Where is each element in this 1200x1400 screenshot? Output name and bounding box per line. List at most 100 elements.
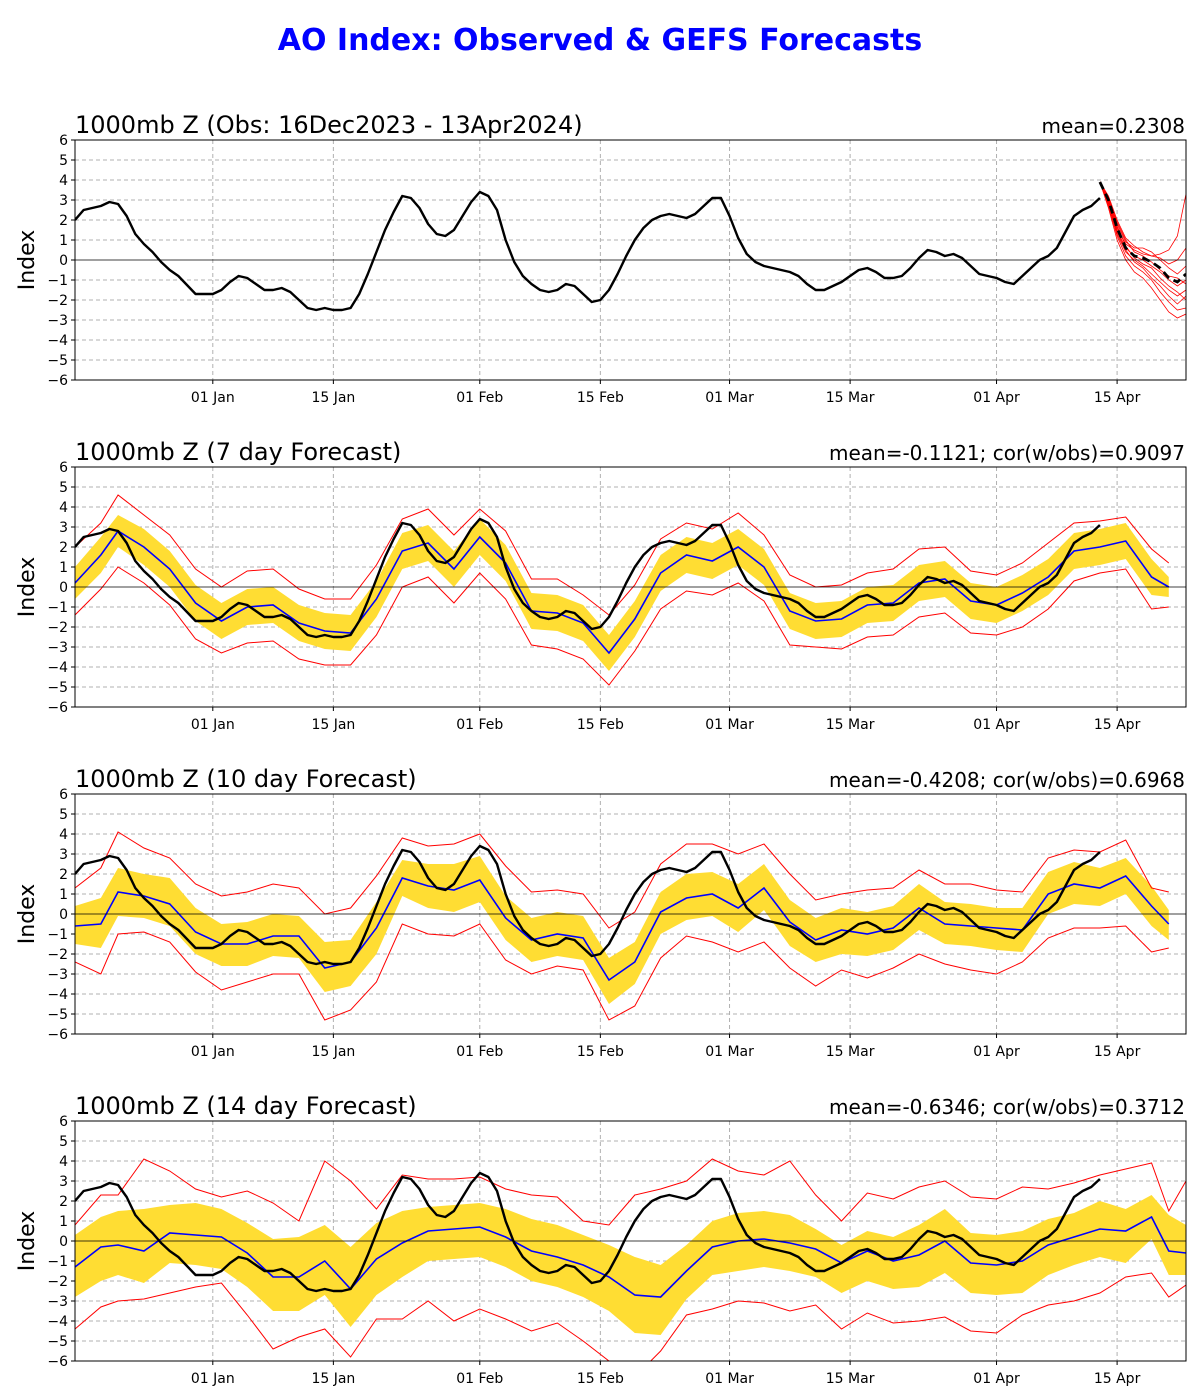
y-tick-label: 6 [59,1114,68,1130]
y-tick-label: −1 [47,273,68,289]
x-tick-label: 01 Feb [456,1371,503,1387]
y-tick-label: −2 [47,1274,68,1290]
y-axis-label: Index [15,1211,40,1272]
observed-line [75,1171,1101,1293]
x-tick-label: 01 Apr [973,717,1020,733]
panel-3: 6 5 4 3 2 1 0 −1 −2 −3 −4 −5 −6 01 Jan 15 Jan 01 Feb 15 … [15,765,1187,1060]
ensemble-member-line [1099,181,1186,301]
x-tick-label: 15 Mar [826,1371,875,1387]
x-tick-label: 15 Feb [577,1044,624,1060]
y-tick-label: −4 [47,333,68,349]
x-tick-label: 01 Apr [973,390,1020,406]
panel-stats: mean=-0.1121; cor(w/obs)=0.9097 [829,441,1185,465]
spread-band [75,515,1169,671]
range-upper-line [75,494,1170,616]
ensemble-mean-line [1098,181,1186,284]
x-tick-label: 01 Jan [191,1044,235,1060]
panel-4: 6 5 4 3 2 1 0 −1 −2 −3 −4 −5 −6 01 Jan 15 Jan 01 Feb 15 … [15,1092,1187,1387]
y-tick-label: 5 [59,807,68,823]
panels: 6 5 4 3 2 1 0 −1 −2 −3 −4 −5 −6 01 Jan 15 Jan 01 Feb 15 … [15,111,1187,1387]
x-tick-label: 15 Apr [1094,390,1141,406]
x-tick-label: 01 Jan [191,1371,235,1387]
y-tick-label: 5 [59,1134,68,1150]
y-tick-label: −2 [47,947,68,963]
y-tick-label: 1 [59,233,68,249]
x-tick-label: 15 Apr [1094,1044,1141,1060]
spread-band [75,856,1169,1004]
ensemble-member-line [1099,181,1186,297]
x-tick-label: 01 Mar [705,1044,754,1060]
x-tick-label: 15 Mar [826,1044,875,1060]
panel-stats: mean=-0.6346; cor(w/obs)=0.3712 [829,1095,1185,1119]
panel-stats: mean=0.2308 [1042,114,1185,138]
x-tick-label: 15 Feb [577,717,624,733]
y-tick-label: 3 [59,1174,68,1190]
x-tick-label: 01 Mar [705,717,754,733]
x-tick-label: 15 Jan [311,717,355,733]
x-tick-label: 15 Jan [311,1044,355,1060]
y-tick-label: 4 [59,1154,68,1170]
panel-2: 6 5 4 3 2 1 0 −1 −2 −3 −4 −5 −6 01 Jan 15 Jan 01 Feb 15 … [15,438,1187,733]
y-tick-label: −3 [47,313,68,329]
y-tick-label: −5 [47,353,68,369]
y-tick-label: 0 [59,580,68,596]
ensemble-mean-line [75,875,1170,982]
y-tick-label: −1 [47,600,68,616]
x-tick-label: 15 Jan [311,390,355,406]
x-tick-label: 01 Feb [456,1044,503,1060]
y-tick-label: −3 [47,640,68,656]
y-tick-label: 6 [59,460,68,476]
observed-line [75,517,1101,639]
x-tick-label: 01 Mar [705,390,754,406]
ensemble-member-line [1099,181,1186,287]
figure-title: AO Index: Observed & GEFS Forecasts [278,23,922,58]
y-tick-label: −6 [47,700,68,716]
ensemble-member-line [1099,181,1186,285]
ensemble-member-line [1099,181,1186,257]
y-tick-label: 0 [59,907,68,923]
y-tick-label: −5 [47,1007,68,1023]
range-lower-line [75,1272,1186,1361]
y-tick-label: 0 [59,1234,68,1250]
y-tick-label: −1 [47,1254,68,1270]
spread-band [75,1195,1186,1335]
range-upper-line [75,1158,1186,1226]
panel-title: 1000mb Z (7 day Forecast) [75,438,401,466]
y-tick-label: 3 [59,520,68,536]
y-tick-label: −4 [47,987,68,1003]
y-tick-label: −2 [47,620,68,636]
y-tick-label: 5 [59,153,68,169]
plot-area [75,494,1170,686]
y-tick-label: 4 [59,173,68,189]
x-tick-label: 15 Feb [577,390,624,406]
y-tick-label: 2 [59,1194,68,1210]
y-tick-label: −3 [47,1294,68,1310]
y-axis-label: Index [15,230,40,291]
range-lower-line [75,566,1169,686]
x-tick-label: 15 Jan [311,1371,355,1387]
x-tick-label: 01 Jan [191,390,235,406]
plot-area [75,181,1186,319]
y-tick-label: 1 [59,1214,68,1230]
y-tick-label: 3 [59,193,68,209]
x-tick-label: 01 Mar [705,1371,754,1387]
x-tick-label: 15 Apr [1094,717,1141,733]
y-tick-label: 2 [59,540,68,556]
ensemble-mean-line [75,1215,1186,1298]
y-tick-label: −3 [47,967,68,983]
y-tick-label: 4 [59,500,68,516]
x-tick-label: 15 Mar [826,390,875,406]
y-tick-label: −6 [47,1027,68,1043]
observed-line [75,190,1101,312]
plot-area [75,1158,1186,1361]
y-tick-label: 2 [59,213,68,229]
y-tick-label: −5 [47,1334,68,1350]
y-tick-label: 6 [59,133,68,149]
x-tick-label: 01 Feb [456,390,503,406]
ensemble-member-line [1099,181,1186,275]
y-tick-label: 1 [59,560,68,576]
x-tick-label: 01 Apr [973,1044,1020,1060]
y-tick-label: −6 [47,1354,68,1370]
y-tick-label: −6 [47,373,68,389]
